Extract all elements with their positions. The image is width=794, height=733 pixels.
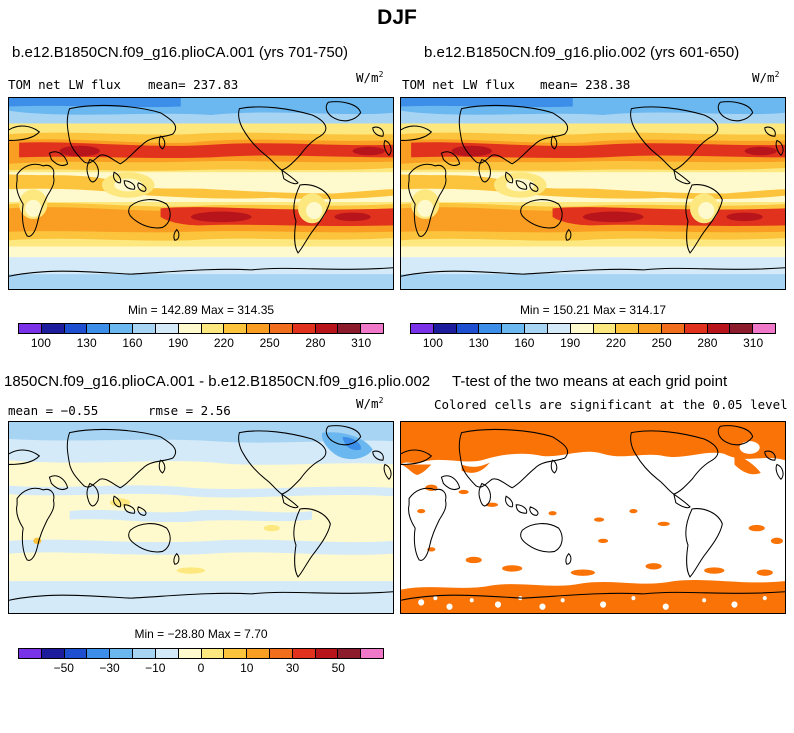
colorbar-swatch xyxy=(110,649,134,658)
colorbar-tick-label: 160 xyxy=(514,336,535,350)
colorbar-swatch xyxy=(338,324,362,333)
panel3-title: 1850CN.f09_g16.plioCA.001 - b.e12.B1850C… xyxy=(4,373,431,390)
colorbar-swatch xyxy=(292,324,316,333)
colorbar-swatch xyxy=(133,649,156,658)
colorbar-swatch xyxy=(338,649,362,658)
colorbar-swatch xyxy=(479,324,503,333)
colorbar-swatch xyxy=(64,324,88,333)
colorbar-swatch xyxy=(639,324,662,333)
colorbar-swatch xyxy=(315,324,339,333)
panel1-units: W/m2 xyxy=(356,70,384,86)
colorbar-tick-label: 280 xyxy=(697,336,718,350)
colorbar-tick-label: 30 xyxy=(285,661,300,675)
colorbar-swatch xyxy=(570,324,594,333)
colorbar-swatch xyxy=(201,324,225,333)
panel1-map xyxy=(8,97,394,290)
colorbar-tick-label: 190 xyxy=(168,336,189,350)
panel2-variable: TOM net LW flux xyxy=(402,77,515,92)
panel4-subtitle: Colored cells are significant at the 0.0… xyxy=(434,397,788,412)
colorbar-tick-label: 0 xyxy=(197,661,205,675)
colorbar-swatch xyxy=(269,649,293,658)
colorbar-swatch xyxy=(19,649,42,658)
colorbar-swatch xyxy=(593,324,617,333)
colorbar-tick-label: 310 xyxy=(351,336,372,350)
colorbar-tick-label: 50 xyxy=(331,661,345,675)
colorbar-swatch xyxy=(411,324,434,333)
colorbar-swatch xyxy=(753,324,775,333)
colorbar-tick-label: 160 xyxy=(122,336,143,350)
panel2-colorbar-ticks: 100 130 160 190 220 250 280 310 xyxy=(410,336,776,352)
colorbar-swatch xyxy=(456,324,480,333)
panel2-minmax: Min = 150.21 Max = 314.17 xyxy=(519,303,667,317)
panel2-colorbar xyxy=(410,323,776,334)
colorbar-swatch xyxy=(502,324,526,333)
colorbar-swatch xyxy=(547,324,571,333)
panel1-colorbar-ticks: 100 130 160 190 220 250 280 310 xyxy=(18,336,384,352)
panel4-title: T-test of the two means at each grid poi… xyxy=(452,373,728,390)
colorbar-swatch xyxy=(178,649,202,658)
panel3-mean: mean = −0.55 xyxy=(8,403,99,418)
colorbar-swatch xyxy=(224,324,248,333)
colorbar-swatch xyxy=(269,324,293,333)
panel1-minmax: Min = 142.89 Max = 314.35 xyxy=(127,303,275,317)
colorbar-tick-label: 130 xyxy=(76,336,97,350)
colorbar-tick-label: 220 xyxy=(605,336,626,350)
colorbar-swatch xyxy=(87,324,111,333)
panel1-colorbar xyxy=(18,323,384,334)
panel3-colorbar xyxy=(18,648,384,659)
colorbar-swatch xyxy=(87,649,111,658)
colorbar-swatch xyxy=(292,649,316,658)
colorbar-swatch xyxy=(19,324,42,333)
panel2-title: b.e12.B1850CN.f09_g16.plio.002 (yrs 601-… xyxy=(424,44,740,61)
panel4-map xyxy=(400,421,786,614)
colorbar-tick-label: 10 xyxy=(240,661,254,675)
panel3-colorbar-ticks: −50 −30 −10 0 10 30 50 xyxy=(18,661,384,677)
colorbar-swatch xyxy=(525,324,548,333)
colorbar-swatch xyxy=(110,324,134,333)
colorbar-tick-label: 100 xyxy=(422,336,443,350)
colorbar-tick-label: 100 xyxy=(30,336,51,350)
colorbar-swatch xyxy=(133,324,156,333)
colorbar-tick-label: 280 xyxy=(305,336,326,350)
colorbar-swatch xyxy=(178,324,202,333)
panel2-mean: mean= 238.38 xyxy=(540,77,631,92)
colorbar-swatch xyxy=(41,649,65,658)
colorbar-swatch xyxy=(224,649,248,658)
panel3-rmse: rmse = 2.56 xyxy=(148,403,231,418)
panel1-title: b.e12.B1850CN.f09_g16.plioCA.001 (yrs 70… xyxy=(12,44,349,61)
panel2-units: W/m2 xyxy=(752,70,780,86)
colorbar-swatch xyxy=(247,324,270,333)
colorbar-tick-label: −30 xyxy=(99,661,120,675)
colorbar-swatch xyxy=(616,324,640,333)
colorbar-swatch xyxy=(361,649,383,658)
colorbar-swatch xyxy=(315,649,339,658)
colorbar-swatch xyxy=(155,324,179,333)
panel2-map xyxy=(400,97,786,290)
colorbar-tick-label: −50 xyxy=(53,661,74,675)
colorbar-swatch xyxy=(707,324,731,333)
colorbar-swatch xyxy=(661,324,685,333)
panel1-mean: mean= 237.83 xyxy=(148,77,239,92)
colorbar-tick-label: −10 xyxy=(145,661,166,675)
colorbar-tick-label: 190 xyxy=(560,336,581,350)
colorbar-swatch xyxy=(361,324,383,333)
colorbar-swatch xyxy=(684,324,708,333)
colorbar-tick-label: 130 xyxy=(468,336,489,350)
panel3-minmax: Min = −28.80 Max = 7.70 xyxy=(134,627,268,641)
colorbar-swatch xyxy=(201,649,225,658)
colorbar-tick-label: 250 xyxy=(259,336,280,350)
figure-title: DJF xyxy=(377,6,417,29)
colorbar-tick-label: 250 xyxy=(651,336,672,350)
colorbar-swatch xyxy=(155,649,179,658)
panel3-map xyxy=(8,421,394,614)
panel1-variable: TOM net LW flux xyxy=(8,77,121,92)
colorbar-swatch xyxy=(247,649,270,658)
colorbar-swatch xyxy=(433,324,457,333)
colorbar-tick-label: 220 xyxy=(213,336,234,350)
colorbar-swatch xyxy=(64,649,88,658)
panel3-units: W/m2 xyxy=(356,396,384,412)
colorbar-swatch xyxy=(730,324,754,333)
colorbar-tick-label: 310 xyxy=(743,336,764,350)
colorbar-swatch xyxy=(41,324,65,333)
